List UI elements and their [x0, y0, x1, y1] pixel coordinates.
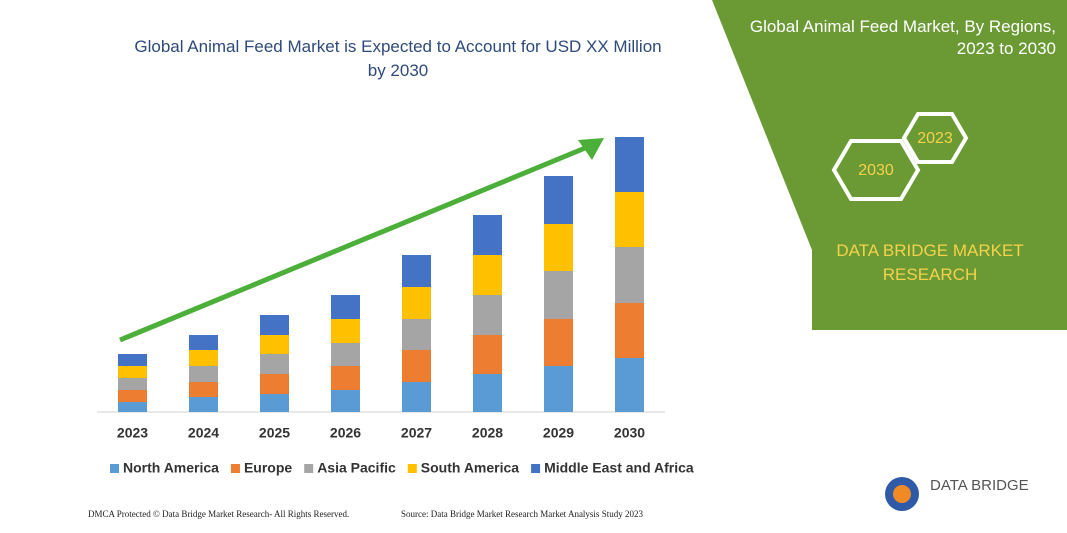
trend-arrow-head — [578, 138, 604, 160]
legend-swatch — [304, 464, 314, 473]
x-tick-label: 2024 — [188, 425, 219, 441]
x-tick-label: 2028 — [472, 425, 503, 441]
legend-label: Europe — [244, 460, 292, 476]
bar-segment — [402, 287, 431, 319]
legend-label: Asia Pacific — [317, 460, 396, 476]
hexagon — [901, 112, 969, 164]
bar-segment — [189, 335, 218, 350]
bar-segment — [331, 295, 360, 319]
bar-segment — [544, 224, 573, 271]
bar-segment — [615, 303, 644, 358]
bar-segment — [544, 271, 573, 319]
bar-segment — [473, 215, 502, 255]
bar-segment — [615, 137, 644, 192]
bar-segment — [260, 374, 289, 394]
trend-arrow — [119, 143, 591, 343]
legend-label: Middle East and Africa — [544, 460, 694, 476]
hexagon — [831, 139, 921, 201]
side-panel — [712, 0, 1067, 330]
bar-segment — [544, 176, 573, 224]
bar-segment — [189, 397, 218, 412]
chart-title: Global Animal Feed Market is Expected to… — [134, 37, 661, 80]
panel-title: Global Animal Feed Market, By Regions, 20… — [750, 17, 1056, 58]
bar-segment — [402, 350, 431, 382]
bar-segment — [118, 354, 147, 366]
x-tick-label: 2025 — [259, 425, 290, 441]
x-tick-label: 2026 — [330, 425, 361, 441]
x-tick-label: 2030 — [614, 425, 645, 441]
legend-swatch — [531, 464, 541, 473]
logo-text: DATA BRIDGE — [930, 477, 1029, 494]
x-tick-label: 2029 — [543, 425, 574, 441]
bar-segment — [331, 343, 360, 366]
hex-label: 2030 — [858, 162, 894, 179]
bar-segment — [189, 350, 218, 366]
bar-segment — [118, 366, 147, 378]
bar-segment — [402, 382, 431, 412]
bar-segment — [189, 382, 218, 397]
hex-label: 2023 — [917, 130, 953, 147]
bar-segment — [615, 358, 644, 412]
bar-segment — [402, 319, 431, 350]
legend-swatch — [230, 464, 240, 473]
x-tick-label: 2027 — [401, 425, 432, 441]
bar-segment — [260, 394, 289, 412]
bar-segment — [544, 366, 573, 412]
bar-segment — [473, 255, 502, 295]
bar-segment — [189, 366, 218, 382]
bar-segment — [331, 319, 360, 343]
bar-segment — [118, 390, 147, 402]
bar-segment — [331, 366, 360, 390]
brand-text: DATA BRIDGE MARKET RESEARCH — [836, 241, 1023, 284]
bar-segment — [260, 315, 289, 335]
legend-label: South America — [421, 460, 519, 476]
legend-swatch — [407, 464, 417, 473]
bar-segment — [260, 335, 289, 354]
bar-segment — [260, 354, 289, 374]
bar-segment — [118, 378, 147, 390]
bar-segment — [473, 374, 502, 412]
bar-segment — [615, 192, 644, 247]
logo-mark — [893, 485, 911, 503]
bar-segment — [331, 390, 360, 412]
x-tick-label: 2023 — [117, 425, 148, 441]
footer-left: DMCA Protected © Data Bridge Market Rese… — [88, 509, 349, 519]
bar-segment — [544, 319, 573, 366]
footer-right: Source: Data Bridge Market Research Mark… — [401, 509, 643, 519]
bar-segment — [118, 402, 147, 412]
bar-segment — [402, 255, 431, 287]
legend-label: North America — [123, 460, 219, 476]
bar-segment — [473, 335, 502, 374]
legend-swatch — [110, 464, 119, 473]
bar-segment — [615, 247, 644, 303]
bar-segment — [473, 295, 502, 335]
